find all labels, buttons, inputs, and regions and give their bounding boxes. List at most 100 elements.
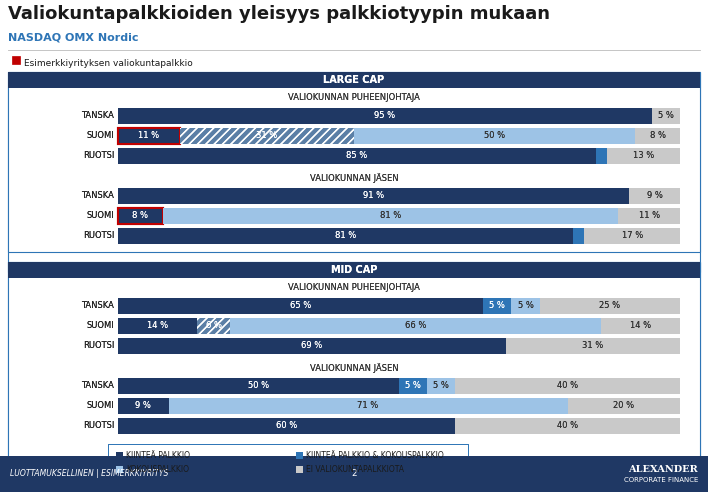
Text: VALIOKUNNAN PUHEENJOHTAJA: VALIOKUNNAN PUHEENJOHTAJA [288,283,420,293]
Text: 13 %: 13 % [633,152,654,160]
Text: 65 %: 65 % [290,302,312,310]
Bar [118,128,180,144]
Bar [116,452,123,459]
Text: 31 %: 31 % [256,131,278,141]
Text: 85 %: 85 % [346,152,367,160]
Text: 5 %: 5 % [405,381,421,391]
Text: 14 %: 14 % [630,321,651,331]
Text: 81 %: 81 % [335,232,356,241]
Text: 11 %: 11 % [138,131,159,141]
Text: 40 %: 40 % [557,381,578,391]
Text: 5 %: 5 % [489,302,506,310]
Text: RUOTSI: RUOTSI [83,232,114,241]
Bar [118,148,595,164]
Text: 11 %: 11 % [639,212,660,220]
Bar [197,318,230,334]
Text: 2: 2 [351,469,357,479]
Text: EI VALIOKUNTAPALKKIOTA: EI VALIOKUNTAPALKKIOTA [306,465,404,474]
Text: MID CAP: MID CAP [331,265,377,275]
Bar [197,318,230,334]
Bar [484,298,511,314]
Text: 65 %: 65 % [290,302,312,310]
Bar [601,318,680,334]
Text: TANSKA: TANSKA [81,112,114,121]
Text: VALIOKUNNAN JÄSEN: VALIOKUNNAN JÄSEN [309,363,399,373]
Bar [118,378,399,394]
Text: 60 %: 60 % [276,422,297,430]
Text: 8 %: 8 % [132,212,149,220]
Bar [573,228,585,244]
Bar [455,378,680,394]
Text: 14 %: 14 % [147,321,168,331]
Text: KIINTEÄ PALKKIO & KOKOUSPALKKIO: KIINTEÄ PALKKIO & KOKOUSPALKKIO [306,451,444,460]
Text: 11 %: 11 % [639,212,660,220]
Text: KIINTEÄ PALKKIO: KIINTEÄ PALKKIO [126,451,190,460]
Text: 31 %: 31 % [256,131,278,141]
Text: 9 %: 9 % [647,191,663,201]
Bar [8,72,700,272]
Text: TANSKA: TANSKA [81,302,114,310]
Bar [635,128,680,144]
Text: LUOTTAMUKSELLINEN | ESIMERKKIYRITYS: LUOTTAMUKSELLINEN | ESIMERKKIYRITYS [10,469,169,479]
Text: 50 %: 50 % [248,381,269,391]
Bar [118,188,629,204]
Text: 69 %: 69 % [302,341,323,350]
Bar [118,398,169,414]
Bar [455,418,680,434]
Text: 8 %: 8 % [132,212,149,220]
Bar [116,466,123,473]
Text: 95 %: 95 % [375,112,396,121]
Text: SUOMI: SUOMI [86,401,114,410]
Bar [230,318,601,334]
Bar [652,108,680,124]
Text: SUOMI: SUOMI [86,131,114,141]
Text: 9 %: 9 % [647,191,663,201]
Text: SUOMI: SUOMI [86,401,114,410]
Bar [296,452,303,459]
Text: 5 %: 5 % [433,381,449,391]
Text: 85 %: 85 % [346,152,367,160]
Bar [511,298,539,314]
Text: Esimerkkiyrityksen valiokuntapalkkio: Esimerkkiyrityksen valiokuntapalkkio [24,60,193,68]
Text: CORPORATE FINANCE: CORPORATE FINANCE [624,477,698,483]
Text: RUOTSI: RUOTSI [83,152,114,160]
Bar [163,208,618,224]
Text: 40 %: 40 % [557,422,578,430]
Bar [8,262,700,278]
Bar [169,398,568,414]
Bar [118,128,180,144]
Bar [118,188,629,204]
Bar [118,208,163,224]
Bar [595,148,607,164]
Text: 5 %: 5 % [658,112,674,121]
Bar [539,298,680,314]
Text: RUOTSI: RUOTSI [83,341,114,350]
Bar [618,208,680,224]
Bar [607,148,680,164]
Bar [568,398,680,414]
Text: VALIOKUNNAN PUHEENJOHTAJA: VALIOKUNNAN PUHEENJOHTAJA [288,93,420,102]
Bar [427,378,455,394]
Bar [296,452,303,459]
Text: 6 %: 6 % [205,321,222,331]
Text: 5 %: 5 % [518,302,533,310]
Text: 5 %: 5 % [405,381,421,391]
Text: 31 %: 31 % [582,341,603,350]
Bar [118,338,506,354]
Bar [8,72,700,252]
Text: VALIOKUNNAN PUHEENJOHTAJA: VALIOKUNNAN PUHEENJOHTAJA [288,93,420,102]
Text: TANSKA: TANSKA [81,381,114,391]
Text: 66 %: 66 % [405,321,426,331]
Bar [180,128,354,144]
Bar [427,378,455,394]
Bar [118,318,197,334]
Text: LARGE CAP: LARGE CAP [324,75,384,85]
Bar [118,318,197,334]
Bar [595,148,607,164]
Text: 9 %: 9 % [135,401,152,410]
Text: 17 %: 17 % [622,232,643,241]
Text: 71 %: 71 % [358,401,379,410]
Bar [506,338,680,354]
Text: RUOTSI: RUOTSI [83,422,114,430]
Bar [8,262,700,278]
